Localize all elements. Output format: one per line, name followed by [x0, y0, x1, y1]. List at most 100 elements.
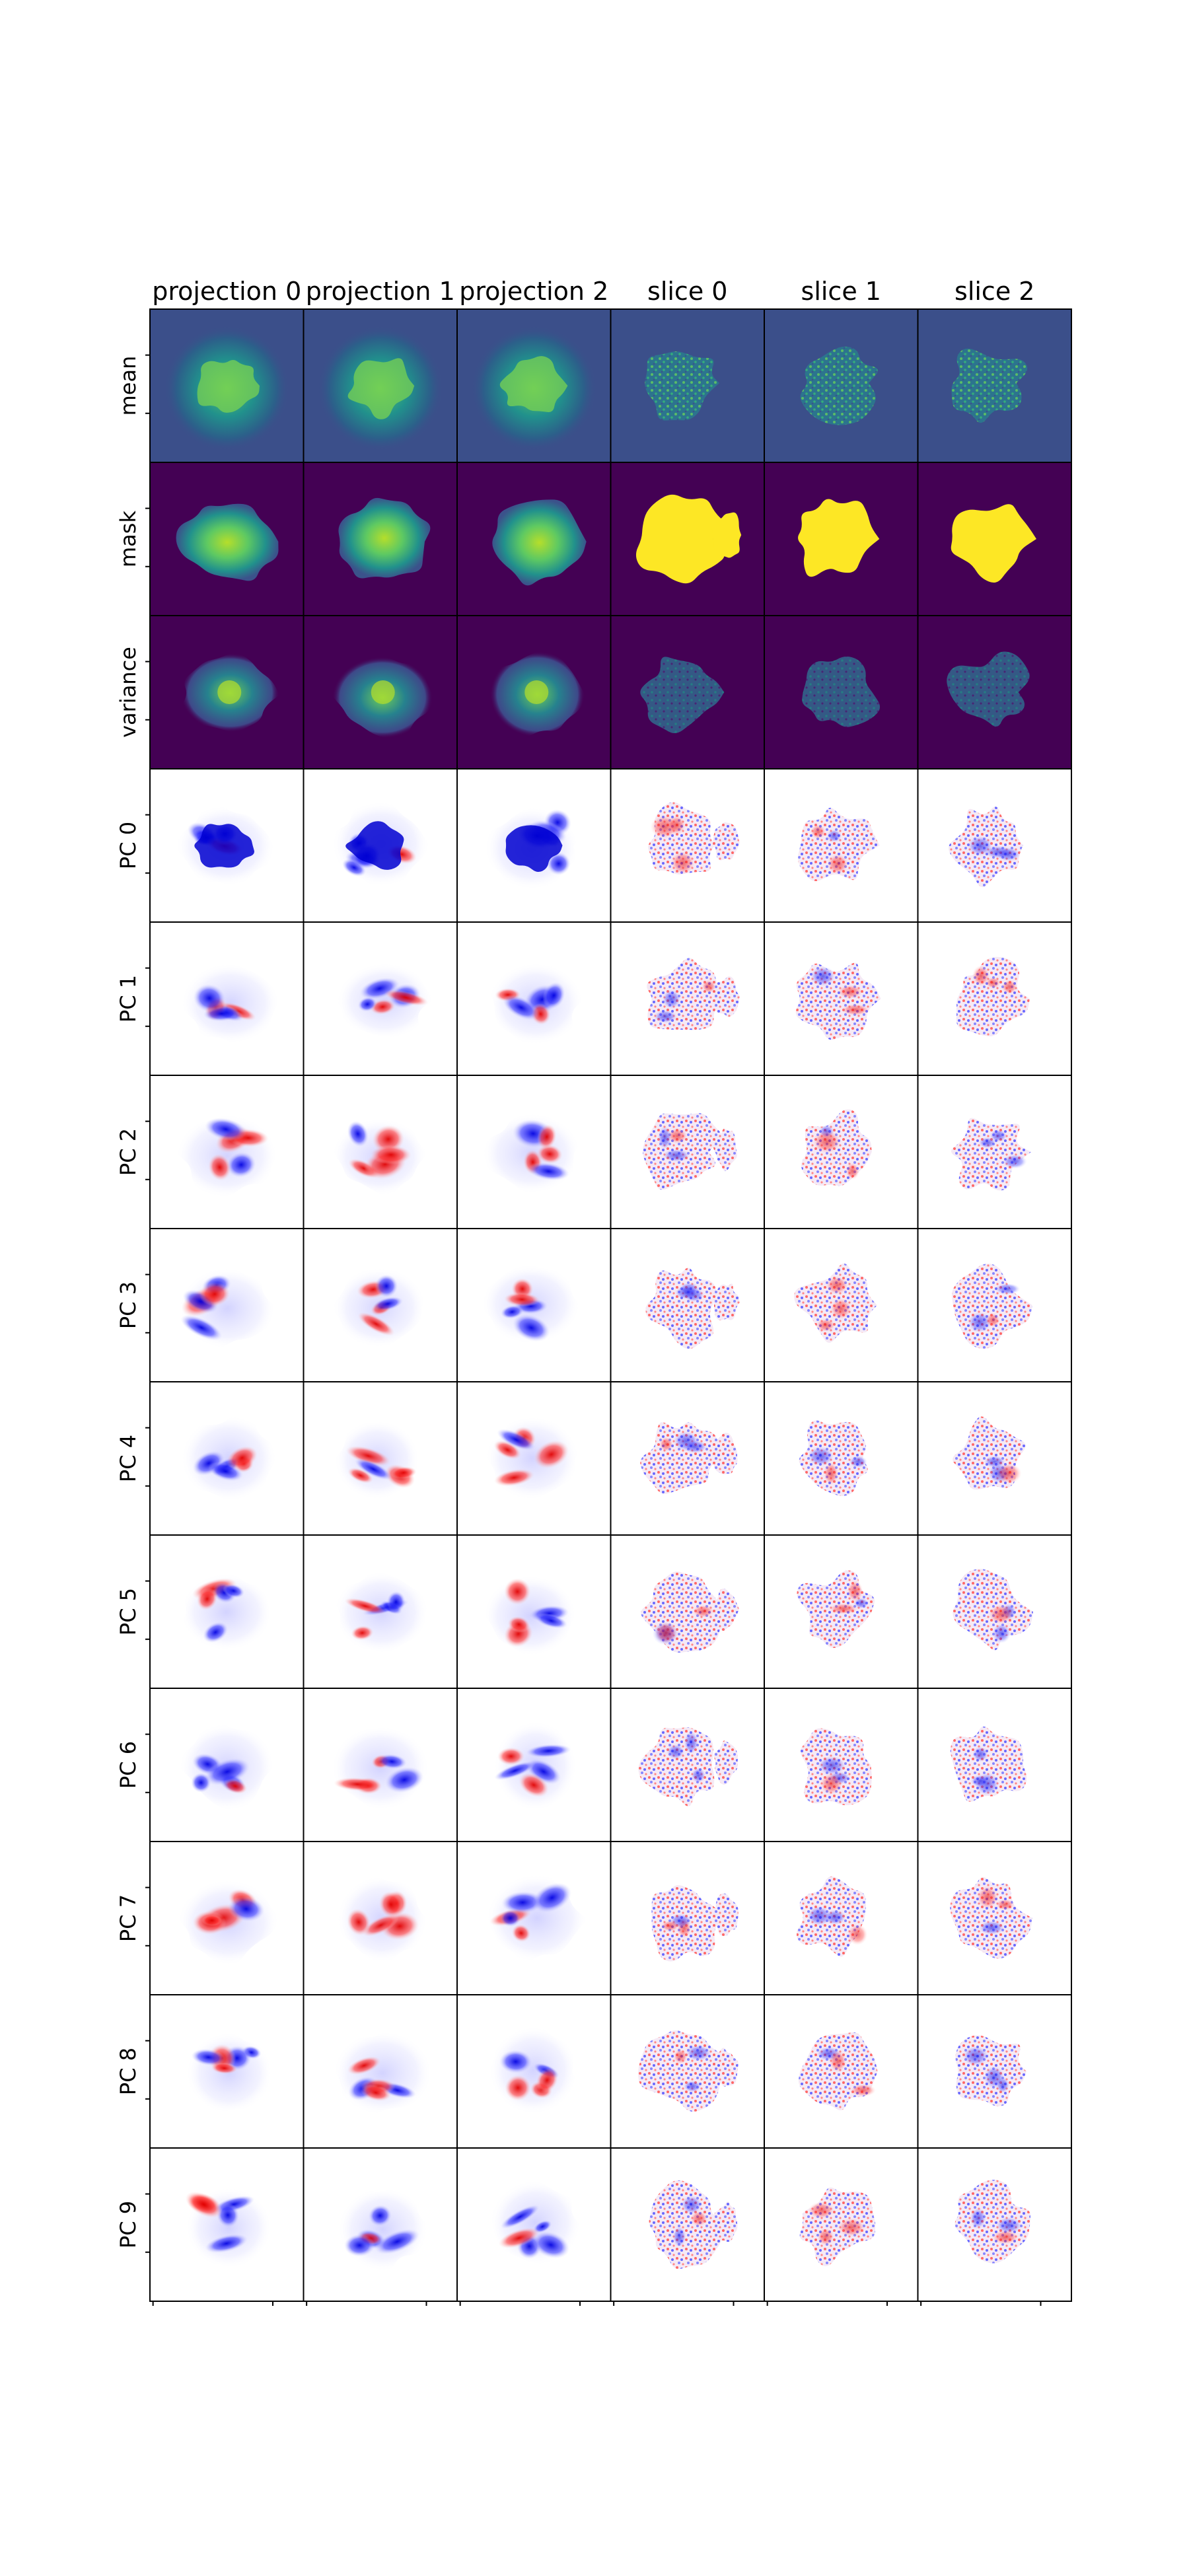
mask-blob: [338, 497, 431, 579]
slice-component-secondary: [713, 1283, 740, 1321]
negative-region: [691, 1768, 706, 1783]
slice-component: [950, 1726, 1027, 1802]
positive-region: [378, 1891, 404, 1918]
panel-pc-3-projection-2: [456, 1228, 612, 1382]
row-label-pc-9: PC 9: [116, 2201, 141, 2248]
negative-region: [682, 1440, 707, 1454]
slice-variance: [947, 651, 1030, 727]
positive-region: [655, 1622, 678, 1644]
positive-region: [357, 1312, 395, 1336]
panel-variance-slice-0: [610, 615, 765, 769]
row-label-pc-3: PC 3: [116, 1281, 141, 1329]
positive-region: [670, 851, 695, 875]
negative-region: [191, 2048, 226, 2066]
row-label-pc-2: PC 2: [116, 1128, 141, 1176]
panel-pc-4-slice-1: [764, 1381, 919, 1536]
row-label-pc-5: PC 5: [116, 1588, 141, 1635]
positive-region: [390, 1466, 417, 1480]
positive-region: [847, 1580, 863, 1602]
negative-region: [503, 995, 540, 1020]
negative-region: [970, 1774, 990, 1787]
panel-pc-8-projection-2: [456, 1994, 612, 2149]
slice-component-secondary: [714, 1589, 740, 1631]
panel-pc-4-projection-1: [303, 1381, 458, 1536]
negative-region: [968, 1311, 991, 1333]
negative-region: [546, 852, 571, 875]
panel-pc-1-slice-2: [917, 921, 1072, 1076]
panel-pc-0-projection-0: [145, 768, 305, 923]
density-core: [347, 358, 415, 419]
panel-pc-9-slice-1: [764, 2147, 919, 2306]
panel-pc-0-projection-1: [303, 768, 458, 923]
positive-region: [185, 2191, 223, 2218]
negative-region: [386, 1591, 406, 1613]
panel-pc-4-slice-0: [610, 1381, 765, 1536]
positive-region: [811, 824, 826, 840]
panel-variance-projection-2: [456, 615, 612, 769]
positive-region: [208, 1153, 231, 1181]
negative-region: [817, 1756, 846, 1775]
panel-pc-8-slice-2: [917, 1994, 1072, 2149]
positive-region: [986, 977, 1001, 989]
panel-pc-8-projection-1: [303, 1994, 458, 2149]
negative-region: [368, 2205, 392, 2227]
mask-blob: [492, 499, 587, 586]
negative-region: [994, 1283, 1021, 1295]
panel-pc-7-projection-1: [303, 1841, 458, 1995]
positive-region: [344, 1598, 386, 1614]
negative-region: [501, 1305, 524, 1319]
negative-region: [527, 1162, 569, 1180]
positive-region: [211, 2062, 238, 2074]
slice-component: [950, 1877, 1032, 1959]
positive-region: [345, 1445, 391, 1466]
panel-pc-6-projection-2: [456, 1688, 612, 1842]
row-label-pc-7: PC 7: [116, 1894, 141, 1942]
positive-region: [829, 2050, 847, 2073]
positive-region: [371, 1145, 412, 1164]
panel-mean-slice-2: [917, 308, 1072, 463]
positive-region: [991, 2230, 1019, 2245]
negative-region: [534, 1613, 567, 1629]
mask-blob: [176, 503, 279, 581]
panel-variance-projection-0: [145, 615, 305, 769]
negative-region: [995, 847, 1021, 862]
panel-pc-9-projection-2: [456, 2147, 612, 2306]
negative-region: [228, 1896, 265, 1922]
panel-variance-projection-1: [303, 615, 458, 769]
panel-pc-8-slice-0: [610, 1994, 765, 2149]
slice-blob: [645, 351, 719, 421]
density-core: [499, 356, 568, 413]
panel-pc-0-slice-0: [610, 768, 765, 923]
positive-region: [362, 1914, 400, 1937]
positive-region: [360, 2084, 392, 2101]
negative-region: [375, 2229, 419, 2254]
negative-region: [205, 1118, 247, 1141]
panel-pc-8-slice-1: [764, 1994, 919, 2149]
negative-region: [354, 1458, 392, 1480]
row-label-pc-1: PC 1: [116, 975, 141, 1022]
negative-region: [853, 1597, 869, 1609]
panel-pc-3-slice-0: [610, 1228, 765, 1382]
mask-region: [798, 499, 880, 577]
panel-pc-6-slice-0: [610, 1688, 765, 1842]
row-label-mean: mean: [116, 356, 141, 416]
negative-region: [824, 1909, 846, 1925]
positive-region: [837, 2217, 866, 2237]
positive-region: [841, 1003, 870, 1016]
negative-region: [357, 997, 377, 1012]
panel-pc-2-projection-0: [145, 1075, 305, 1229]
negative-region: [849, 1455, 867, 1468]
panel-pc-5-projection-0: [145, 1534, 305, 1689]
positive-region: [690, 2210, 708, 2227]
positive-region: [659, 1437, 673, 1452]
negative-region: [180, 1314, 223, 1341]
negative-region: [810, 966, 836, 987]
panel-pc-5-slice-1: [764, 1534, 919, 1689]
panel-variance-slice-2: [917, 615, 1072, 769]
negative-region: [347, 1120, 369, 1147]
negative-region: [962, 2046, 989, 2067]
variance-hotspot: [217, 680, 242, 704]
positive-region: [850, 2083, 876, 2097]
negative-region: [657, 1126, 672, 1150]
